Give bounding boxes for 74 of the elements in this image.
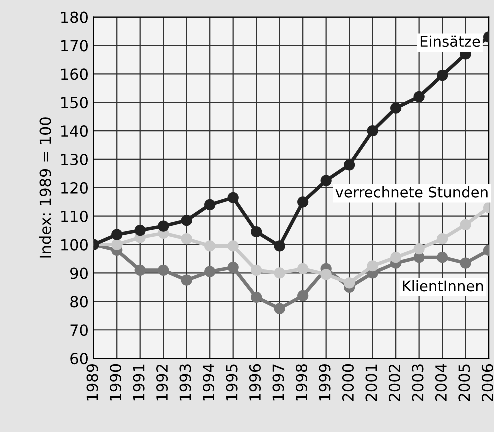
y-tick-label: 100 xyxy=(62,239,88,251)
point xyxy=(367,125,378,137)
point xyxy=(320,175,332,186)
point xyxy=(251,226,262,238)
point xyxy=(228,240,239,252)
point xyxy=(181,234,192,245)
point xyxy=(437,70,448,82)
y-tick-label: 90 xyxy=(70,268,88,280)
x-tick-label: 2003 xyxy=(412,364,424,402)
x-tick-label: 2005 xyxy=(458,364,470,402)
y-axis-title: Index: 1989 = 100 xyxy=(39,118,52,258)
y-tick-label: 170 xyxy=(62,40,88,52)
point xyxy=(158,264,170,276)
point xyxy=(204,266,216,278)
y-tick-label: 80 xyxy=(70,296,88,308)
x-tick-label: 1997 xyxy=(272,364,284,401)
y-tick-label: 110 xyxy=(62,210,88,222)
point xyxy=(181,215,192,226)
point xyxy=(274,240,286,252)
y-tick-label: 120 xyxy=(62,182,88,194)
x-tick-label: 1998 xyxy=(296,364,308,401)
y-tick-label: 60 xyxy=(70,353,88,365)
x-tick-label: 1989 xyxy=(86,364,98,401)
point xyxy=(414,244,425,255)
x-tick-label: 2001 xyxy=(366,364,378,402)
x-tick-label: 2002 xyxy=(388,364,401,402)
series-label: verrechnete Stunden xyxy=(336,186,488,198)
series-label: Einsätze xyxy=(420,36,480,48)
y-tick-label: 150 xyxy=(62,97,88,109)
point xyxy=(414,91,425,102)
x-tick-label: 1994 xyxy=(202,364,215,401)
point xyxy=(228,192,239,204)
x-tick-label: 2004 xyxy=(435,364,447,402)
point xyxy=(390,252,402,264)
x-tick-label: 2000 xyxy=(342,364,354,402)
point xyxy=(298,290,309,302)
point xyxy=(274,303,286,314)
point xyxy=(251,264,262,276)
x-tick-label: 1991 xyxy=(133,364,145,401)
y-tick-label: 180 xyxy=(62,12,88,24)
series-label: KlientInnen xyxy=(403,280,484,292)
point xyxy=(298,196,309,208)
x-tick-label: 1996 xyxy=(249,364,262,401)
point xyxy=(134,225,146,236)
point xyxy=(344,278,356,289)
point xyxy=(228,262,239,274)
x-tick-label: 1992 xyxy=(156,364,168,401)
point xyxy=(134,264,146,276)
x-tick-label: 1995 xyxy=(226,364,238,401)
point xyxy=(298,263,309,275)
point xyxy=(460,219,472,230)
point xyxy=(112,229,123,240)
point xyxy=(251,292,262,303)
point xyxy=(274,268,286,279)
point xyxy=(390,102,402,114)
x-tick-label: 1993 xyxy=(180,364,192,401)
point xyxy=(204,199,216,211)
point xyxy=(344,160,356,171)
point xyxy=(158,220,170,232)
y-tick-label: 130 xyxy=(62,154,88,166)
point xyxy=(437,252,448,264)
x-tick-label: 2006 xyxy=(482,364,494,402)
x-tick-label: 1990 xyxy=(110,364,122,401)
point xyxy=(320,269,332,280)
y-tick-label: 140 xyxy=(62,126,88,138)
x-tick-label: 1999 xyxy=(319,364,331,401)
y-tick-label: 160 xyxy=(62,68,88,80)
point xyxy=(367,260,378,272)
point xyxy=(437,234,448,245)
point xyxy=(181,274,192,286)
point xyxy=(460,258,472,269)
y-tick-label: 70 xyxy=(70,324,88,336)
point xyxy=(112,239,123,250)
point xyxy=(204,240,216,252)
